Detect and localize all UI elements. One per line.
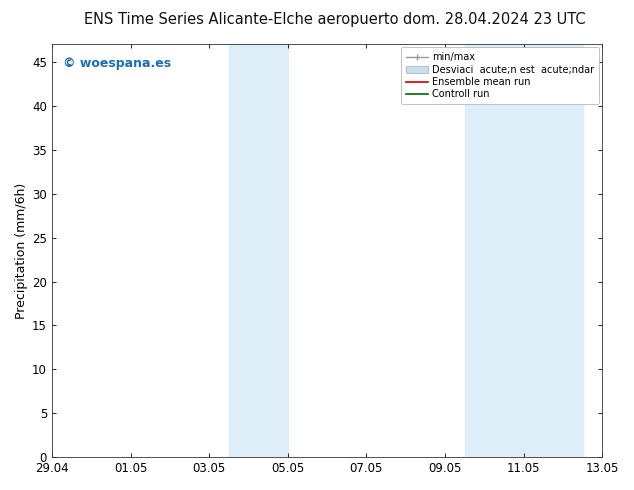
Text: dom. 28.04.2024 23 UTC: dom. 28.04.2024 23 UTC xyxy=(403,12,586,27)
Text: © woespana.es: © woespana.es xyxy=(63,57,171,70)
Legend: min/max, Desviaci  acute;n est  acute;ndar, Ensemble mean run, Controll run: min/max, Desviaci acute;n est acute;ndar… xyxy=(401,48,599,104)
Bar xyxy=(465,45,583,457)
Bar xyxy=(229,45,288,457)
Text: ENS Time Series Alicante-Elche aeropuerto: ENS Time Series Alicante-Elche aeropuert… xyxy=(84,12,398,27)
Y-axis label: Precipitation (mm/6h): Precipitation (mm/6h) xyxy=(15,183,28,319)
